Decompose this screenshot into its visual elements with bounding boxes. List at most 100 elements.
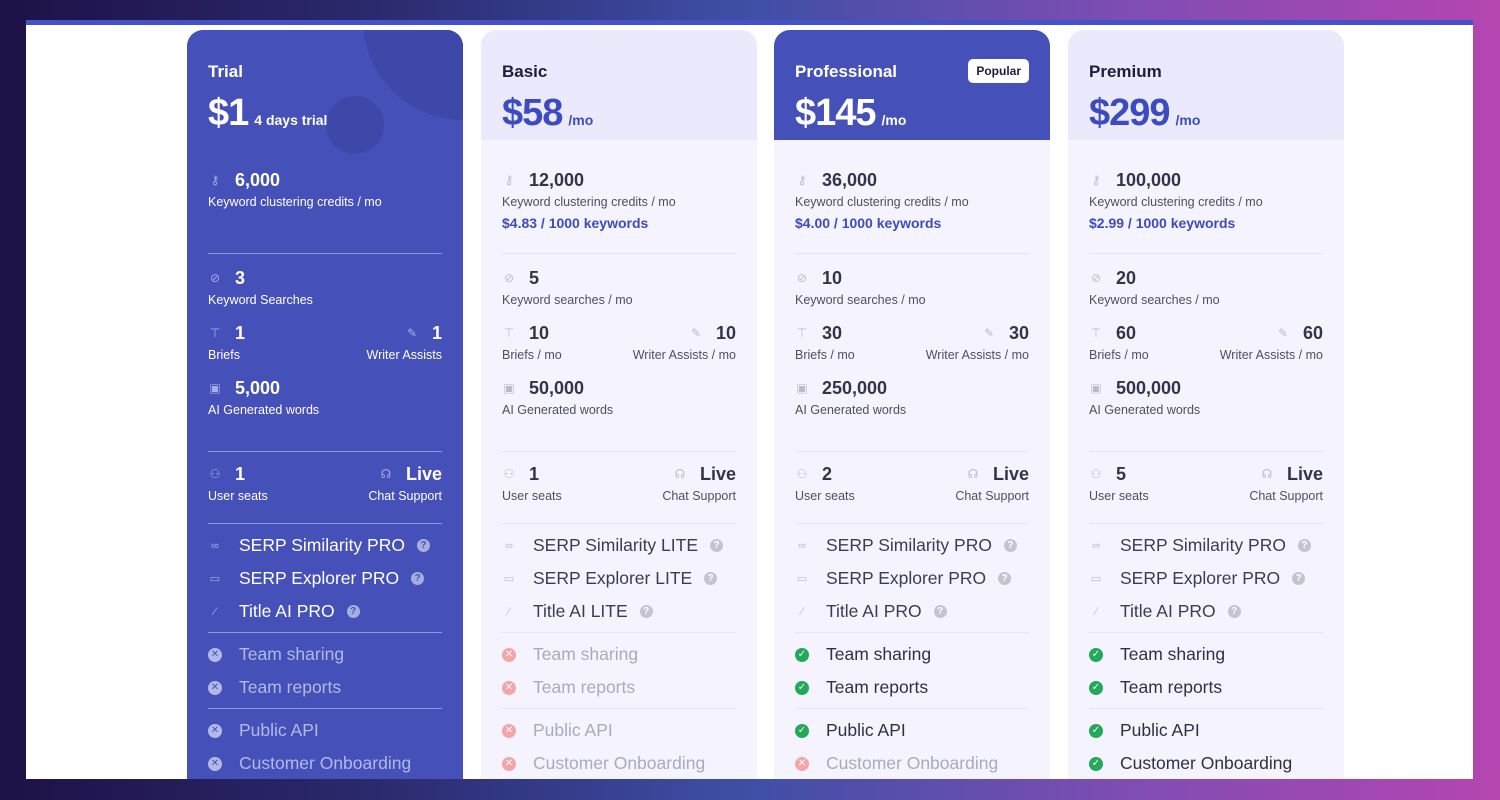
- plan-header: Trial $1 4 days trial: [187, 30, 463, 154]
- feature-label: SERP Explorer LITE: [533, 568, 693, 588]
- searches-value: 10: [822, 267, 843, 288]
- check-circle-icon: ✓: [795, 680, 809, 695]
- credits-label: Keyword clustering credits / mo: [795, 195, 969, 209]
- plan-price: $145: [795, 92, 877, 134]
- x-circle-icon: ✕: [502, 680, 516, 695]
- key-icon: ⚷: [1091, 173, 1101, 187]
- plan-header: Professional $145 /mo Popular: [774, 30, 1050, 140]
- x-circle-icon: ✕: [502, 756, 516, 771]
- seats-value: 2: [822, 463, 833, 484]
- seats-value: 1: [529, 463, 540, 484]
- support-value: Live: [1286, 463, 1323, 484]
- support-value: Live: [699, 463, 736, 484]
- writer-value: 60: [1302, 322, 1323, 343]
- feature-public-api: ✓ Public API: [1089, 714, 1323, 747]
- brief-icon: ⊤: [1090, 326, 1102, 340]
- briefs-label: Briefs: [208, 348, 240, 362]
- feature-customer-onboarding: ✕ Customer Onboarding: [502, 747, 736, 779]
- feature-label: SERP Similarity PRO: [1120, 535, 1286, 555]
- check-circle-icon: ✓: [1089, 680, 1103, 695]
- feature-team-reports: ✓ Team reports: [795, 671, 1029, 704]
- feature-serp-similarity: ∞ SERP Similarity PRO?: [208, 529, 442, 562]
- help-icon[interactable]: ?: [411, 572, 425, 585]
- feature-team-sharing: ✓ Team sharing: [1089, 638, 1323, 671]
- compass-icon: ⊘: [796, 271, 808, 285]
- searches-value: 5: [529, 267, 540, 288]
- help-icon[interactable]: ?: [933, 605, 947, 618]
- help-icon[interactable]: ?: [346, 605, 360, 618]
- help-icon[interactable]: ?: [704, 572, 718, 585]
- feature-serp-explorer: ▭ SERP Explorer PRO?: [1089, 562, 1323, 595]
- feature-team-sharing: ✓ Team sharing: [795, 638, 1029, 671]
- seats-value: 5: [1116, 463, 1127, 484]
- price-row: $145 /mo: [795, 92, 1029, 135]
- feature-serp-similarity: ∞ SERP Similarity LITE?: [502, 529, 736, 562]
- feature-customer-onboarding: ✕ Customer Onboarding: [208, 747, 442, 779]
- support-value: Live: [405, 463, 442, 484]
- price-row: $299 /mo: [1089, 92, 1323, 135]
- feature-label: Public API: [826, 720, 906, 740]
- feature-label: Customer Onboarding: [239, 753, 412, 773]
- key-icon: ⚷: [797, 173, 807, 187]
- users-icon: ⚇: [503, 467, 515, 481]
- feature-label: Team sharing: [1120, 644, 1226, 664]
- headset-icon: ☊: [380, 467, 392, 481]
- check-circle-icon: ✓: [795, 723, 809, 738]
- api-section: ✕ Public API ✕ Customer Onboarding: [208, 709, 442, 779]
- credits-label: Keyword clustering credits / mo: [208, 195, 382, 209]
- feature-label: SERP Explorer PRO: [1120, 568, 1281, 588]
- searches-value: 3: [235, 267, 246, 288]
- help-icon[interactable]: ?: [998, 572, 1012, 585]
- help-icon[interactable]: ?: [1292, 572, 1306, 585]
- ai-chip-icon: ▣: [503, 381, 515, 395]
- link-icon: ∞: [798, 539, 806, 552]
- feature-label: Team reports: [1120, 677, 1223, 697]
- check-circle-icon: ✓: [1089, 647, 1103, 662]
- feature-label: Customer Onboarding: [1120, 753, 1293, 773]
- plan-body: ⚷ 6,000 Keyword clustering credits / mo ⊘…: [187, 140, 463, 779]
- help-icon[interactable]: ?: [710, 539, 723, 552]
- feature-serp-explorer: ▭ SERP Explorer LITE?: [502, 562, 736, 595]
- credits-value: 6,000: [235, 169, 281, 190]
- help-icon[interactable]: ?: [1003, 539, 1017, 552]
- words-label: AI Generated words: [1089, 403, 1201, 417]
- monitor-icon: ▭: [1090, 573, 1102, 585]
- help-icon[interactable]: ?: [1297, 539, 1311, 552]
- words-value: 500,000: [1116, 377, 1182, 398]
- words-label: AI Generated words: [208, 403, 320, 417]
- feature-label: Title AI PRO: [1120, 601, 1216, 621]
- plan-price: $1: [208, 92, 249, 134]
- feature-title-ai: ⁄ Title AI PRO?: [795, 595, 1029, 628]
- headset-icon: ☊: [1261, 467, 1273, 481]
- support-value: Live: [992, 463, 1029, 484]
- feature-title-ai: ⁄ Title AI PRO?: [208, 595, 442, 628]
- usage-section: ⊘ 20 Keyword searches / mo ⊤ 60 Briefs / m…: [1089, 254, 1323, 452]
- feature-label: Title AI LITE: [533, 601, 628, 621]
- feature-label: Team reports: [533, 677, 636, 697]
- magic-wand-icon: ⁄: [214, 605, 216, 618]
- help-icon[interactable]: ?: [416, 539, 430, 552]
- api-section: ✓ Public API ✓ Customer Onboarding: [1089, 709, 1323, 779]
- feature-customer-onboarding: ✕ Customer Onboarding: [795, 747, 1029, 779]
- help-icon[interactable]: ?: [1227, 605, 1241, 618]
- credits-section: ⚷ 12,000 Keyword clustering credits / mo …: [502, 140, 736, 254]
- words-value: 5,000: [235, 377, 281, 398]
- feature-serp-similarity: ∞ SERP Similarity PRO?: [1089, 529, 1323, 562]
- usage-section: ⊘ 10 Keyword searches / mo ⊤ 30 Briefs / m…: [795, 254, 1029, 452]
- help-icon[interactable]: ?: [639, 605, 653, 618]
- price-per-keywords: $4.00 / 1000 keywords: [795, 215, 942, 231]
- key-icon: ⚷: [504, 173, 514, 187]
- feature-label: Title AI PRO: [826, 601, 922, 621]
- feature-label: SERP Similarity PRO: [826, 535, 992, 555]
- credits-value: 36,000: [822, 169, 878, 190]
- feature-title-ai: ⁄ Title AI LITE?: [502, 595, 736, 628]
- team-section: ⚇ 1 User seats ☊ Live Chat Support: [502, 452, 736, 524]
- brief-icon: ⊤: [209, 326, 221, 340]
- sharing-section: ✕ Team sharing ✕ Team reports: [502, 633, 736, 709]
- plan-period: /mo: [881, 112, 907, 128]
- feature-serp-explorer: ▭ SERP Explorer PRO?: [795, 562, 1029, 595]
- feature-label: Public API: [533, 720, 613, 740]
- pricing-frame: Trial $1 4 days trial ⚷ 6,000 Keyword clu…: [26, 20, 1473, 779]
- brief-icon: ⊤: [503, 326, 515, 340]
- plan-price: $299: [1089, 92, 1171, 134]
